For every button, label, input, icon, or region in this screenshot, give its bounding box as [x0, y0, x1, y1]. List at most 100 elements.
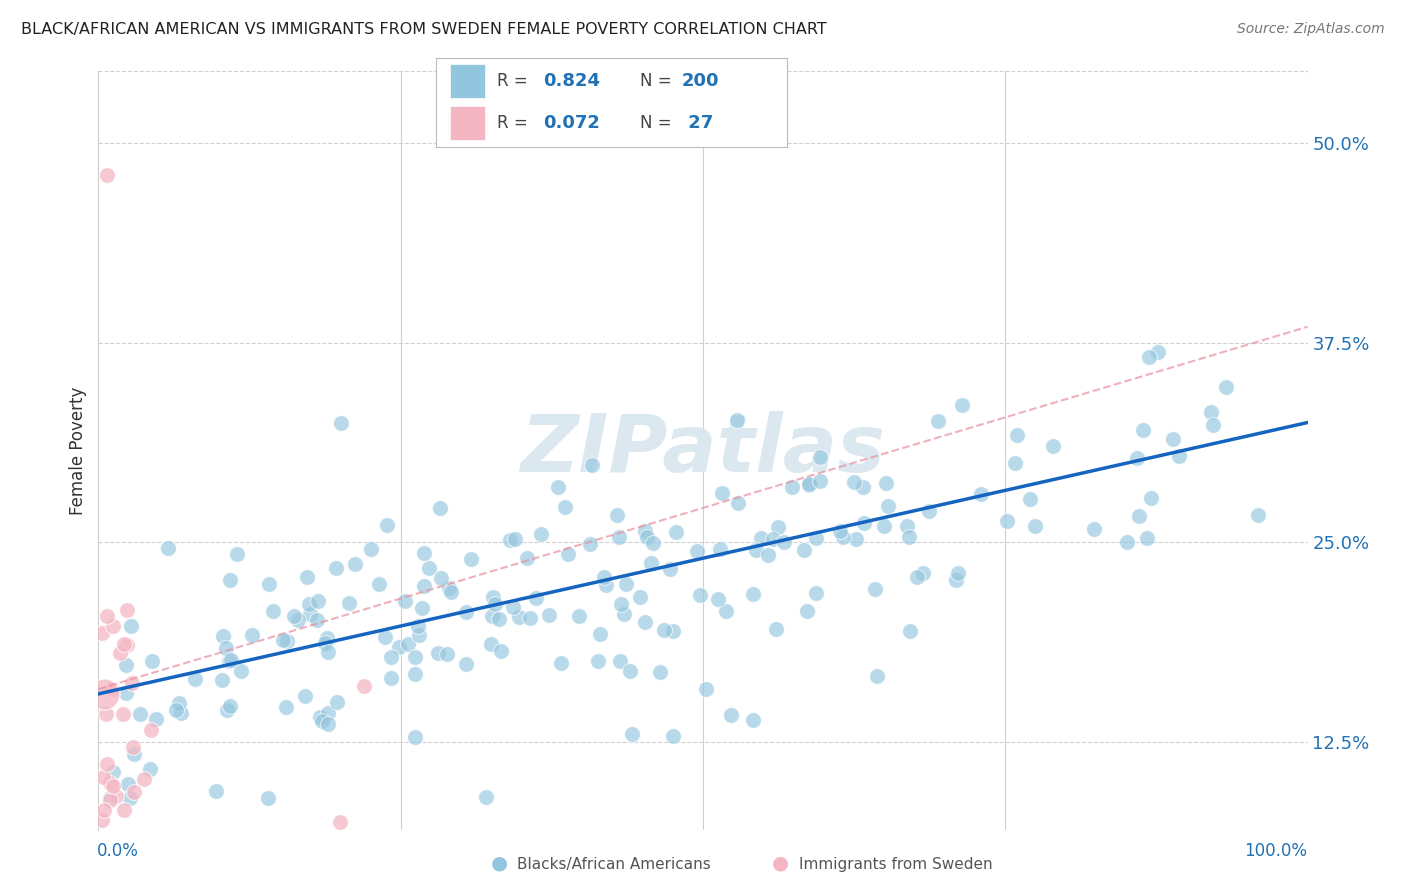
Point	[115, 658, 138, 673]
Point	[581, 458, 603, 472]
Point	[132, 772, 155, 786]
Point	[1042, 439, 1064, 453]
Point	[720, 707, 742, 722]
Point	[211, 630, 233, 644]
Point	[640, 557, 662, 571]
Text: 0.072: 0.072	[543, 114, 600, 132]
Point	[741, 586, 763, 600]
Point	[1004, 456, 1026, 470]
Point	[115, 638, 138, 652]
Text: 27: 27	[682, 114, 713, 132]
Point	[745, 542, 768, 557]
Point	[547, 480, 569, 494]
Point	[217, 703, 239, 717]
Point	[413, 546, 436, 560]
Point	[773, 535, 796, 549]
Point	[877, 499, 900, 513]
Point	[96, 609, 118, 624]
Text: R =: R =	[498, 114, 533, 132]
Point	[808, 474, 831, 488]
Point	[804, 586, 827, 600]
Point	[404, 667, 426, 681]
Point	[396, 637, 419, 651]
Point	[311, 714, 333, 728]
Point	[897, 530, 920, 544]
Point	[665, 525, 688, 540]
Point	[141, 655, 163, 669]
Point	[108, 646, 131, 660]
Point	[865, 582, 887, 596]
Point	[620, 727, 643, 741]
Point	[524, 591, 547, 606]
Point	[1202, 417, 1225, 432]
Point	[662, 730, 685, 744]
Point	[918, 504, 941, 518]
Point	[112, 637, 135, 651]
Point	[105, 789, 128, 803]
Point	[650, 665, 672, 680]
Point	[375, 517, 398, 532]
Point	[117, 777, 139, 791]
Point	[404, 650, 426, 665]
Point	[793, 542, 815, 557]
Point	[808, 450, 831, 465]
Text: Blacks/African Americans: Blacks/African Americans	[517, 857, 711, 872]
Point	[652, 623, 675, 637]
Point	[482, 590, 505, 604]
Text: 100.0%: 100.0%	[1244, 842, 1308, 860]
Point	[508, 610, 530, 624]
Point	[1115, 534, 1137, 549]
Point	[98, 776, 121, 790]
Point	[112, 706, 135, 721]
Point	[866, 669, 889, 683]
Text: ZIPatlas: ZIPatlas	[520, 411, 886, 490]
Point	[796, 604, 818, 618]
Point	[329, 814, 352, 829]
Point	[218, 654, 240, 668]
Point	[1018, 491, 1040, 506]
Point	[927, 414, 949, 428]
Point	[219, 698, 242, 713]
Point	[945, 573, 967, 587]
Point	[115, 603, 138, 617]
Text: BLACK/AFRICAN AMERICAN VS IMMIGRANTS FROM SWEDEN FEMALE POVERTY CORRELATION CHAR: BLACK/AFRICAN AMERICAN VS IMMIGRANTS FRO…	[21, 22, 827, 37]
Point	[283, 608, 305, 623]
Point	[122, 739, 145, 754]
Point	[797, 478, 820, 492]
Point	[129, 706, 152, 721]
Point	[628, 590, 651, 604]
Point	[613, 607, 636, 621]
Point	[240, 628, 263, 642]
Point	[912, 566, 935, 581]
Point	[305, 613, 328, 627]
Point	[426, 646, 449, 660]
Point	[554, 500, 576, 515]
Point	[489, 644, 512, 658]
Point	[91, 625, 114, 640]
Point	[91, 813, 114, 827]
Point	[607, 530, 630, 544]
Point	[845, 532, 868, 546]
Point	[852, 516, 875, 530]
Point	[519, 611, 541, 625]
Point	[634, 615, 657, 629]
Point	[659, 562, 682, 576]
Point	[711, 485, 734, 500]
Point	[502, 599, 524, 614]
Point	[1005, 427, 1028, 442]
Point	[568, 609, 591, 624]
Point	[156, 541, 179, 555]
Point	[749, 531, 772, 545]
Point	[380, 671, 402, 685]
Point	[641, 536, 664, 550]
Point	[609, 654, 631, 668]
Point	[898, 624, 921, 639]
Point	[852, 480, 875, 494]
Point	[112, 803, 135, 817]
Point	[436, 648, 458, 662]
Point	[225, 547, 247, 561]
Point	[686, 543, 709, 558]
Point	[606, 508, 628, 523]
Point	[437, 581, 460, 595]
Point	[418, 561, 440, 575]
